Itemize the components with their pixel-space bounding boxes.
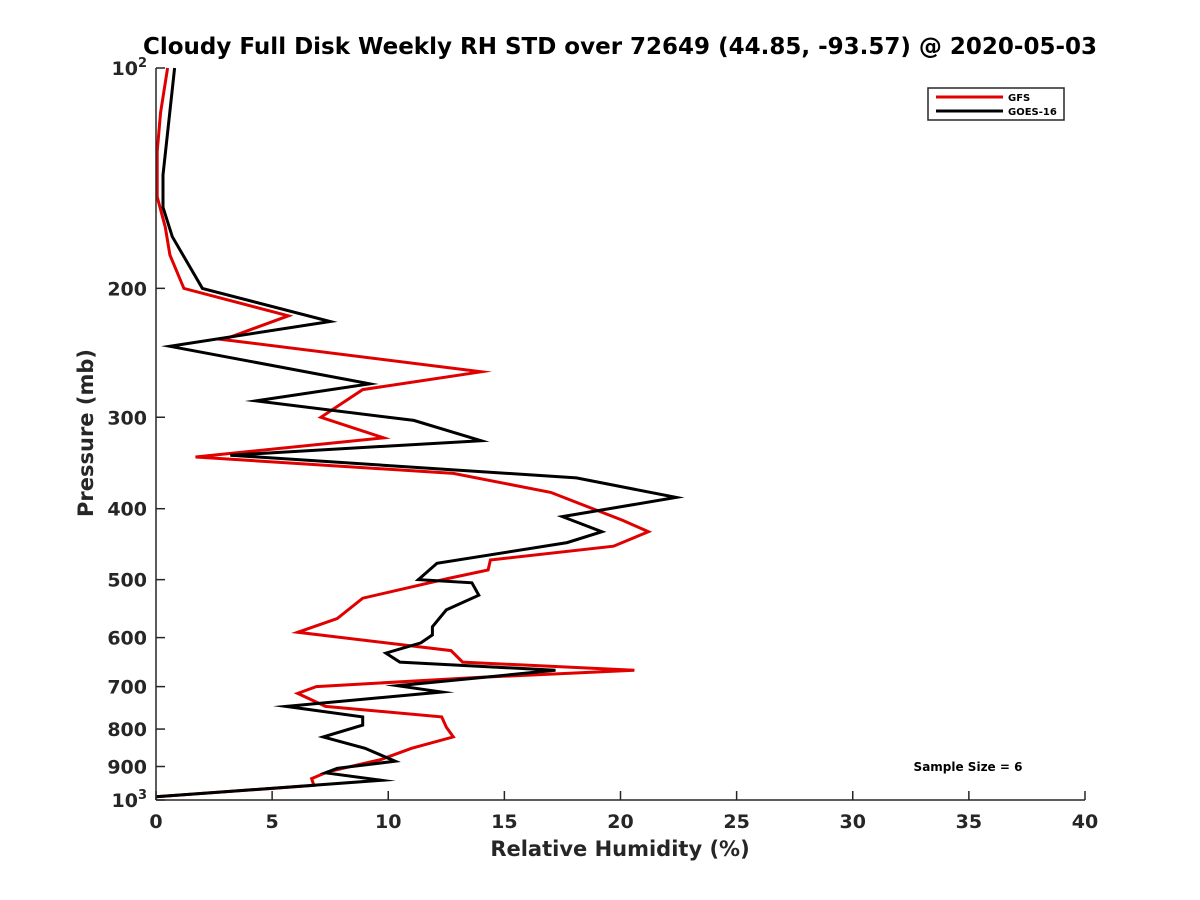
x-tick-label: 15 (491, 811, 517, 833)
legend-label: GFS (1008, 93, 1030, 104)
x-tick-label: 40 (1072, 811, 1098, 833)
x-axis-label: Relative Humidity (%) (490, 837, 749, 861)
legend: GFS GOES-16 (927, 87, 1065, 121)
y-tick-label: 300 (107, 407, 147, 429)
y-tick-label: 200 (107, 278, 147, 300)
y-tick-label: 600 (107, 628, 147, 650)
x-tick-label: 10 (375, 811, 401, 833)
x-tick-label: 5 (266, 811, 279, 833)
x-tick-label: 20 (607, 811, 633, 833)
y-tick-label: 700 (107, 677, 147, 699)
series-line-goes-16 (155, 67, 685, 799)
y-tick-label: 500 (107, 570, 147, 592)
sample-size-annotation: Sample Size = 6 (914, 760, 1023, 774)
series-layer (155, 67, 685, 799)
x-tick-label: 35 (956, 811, 982, 833)
y-tick-label: 900 (107, 757, 147, 779)
y-tick-label: 102 (112, 56, 148, 80)
x-axis-ticks: 0 5 10 15 20 25 30 35 40 (149, 791, 1098, 833)
legend-label: GOES-16 (1008, 107, 1057, 118)
y-tick-label: 103 (112, 788, 148, 812)
chart-title: Cloudy Full Disk Weekly RH STD over 7264… (143, 34, 1097, 60)
y-tick-label: 400 (107, 499, 147, 521)
y-axis-label: Pressure (mb) (74, 349, 98, 517)
y-axis-ticks: 102 200 300 400 500 600 700 800 900 103 (107, 56, 165, 812)
x-tick-label: 30 (840, 811, 866, 833)
x-tick-label: 0 (149, 811, 162, 833)
y-tick-label: 800 (107, 719, 147, 741)
series-line-gfs (155, 67, 653, 799)
x-tick-label: 25 (723, 811, 749, 833)
legend-box (927, 87, 1065, 121)
